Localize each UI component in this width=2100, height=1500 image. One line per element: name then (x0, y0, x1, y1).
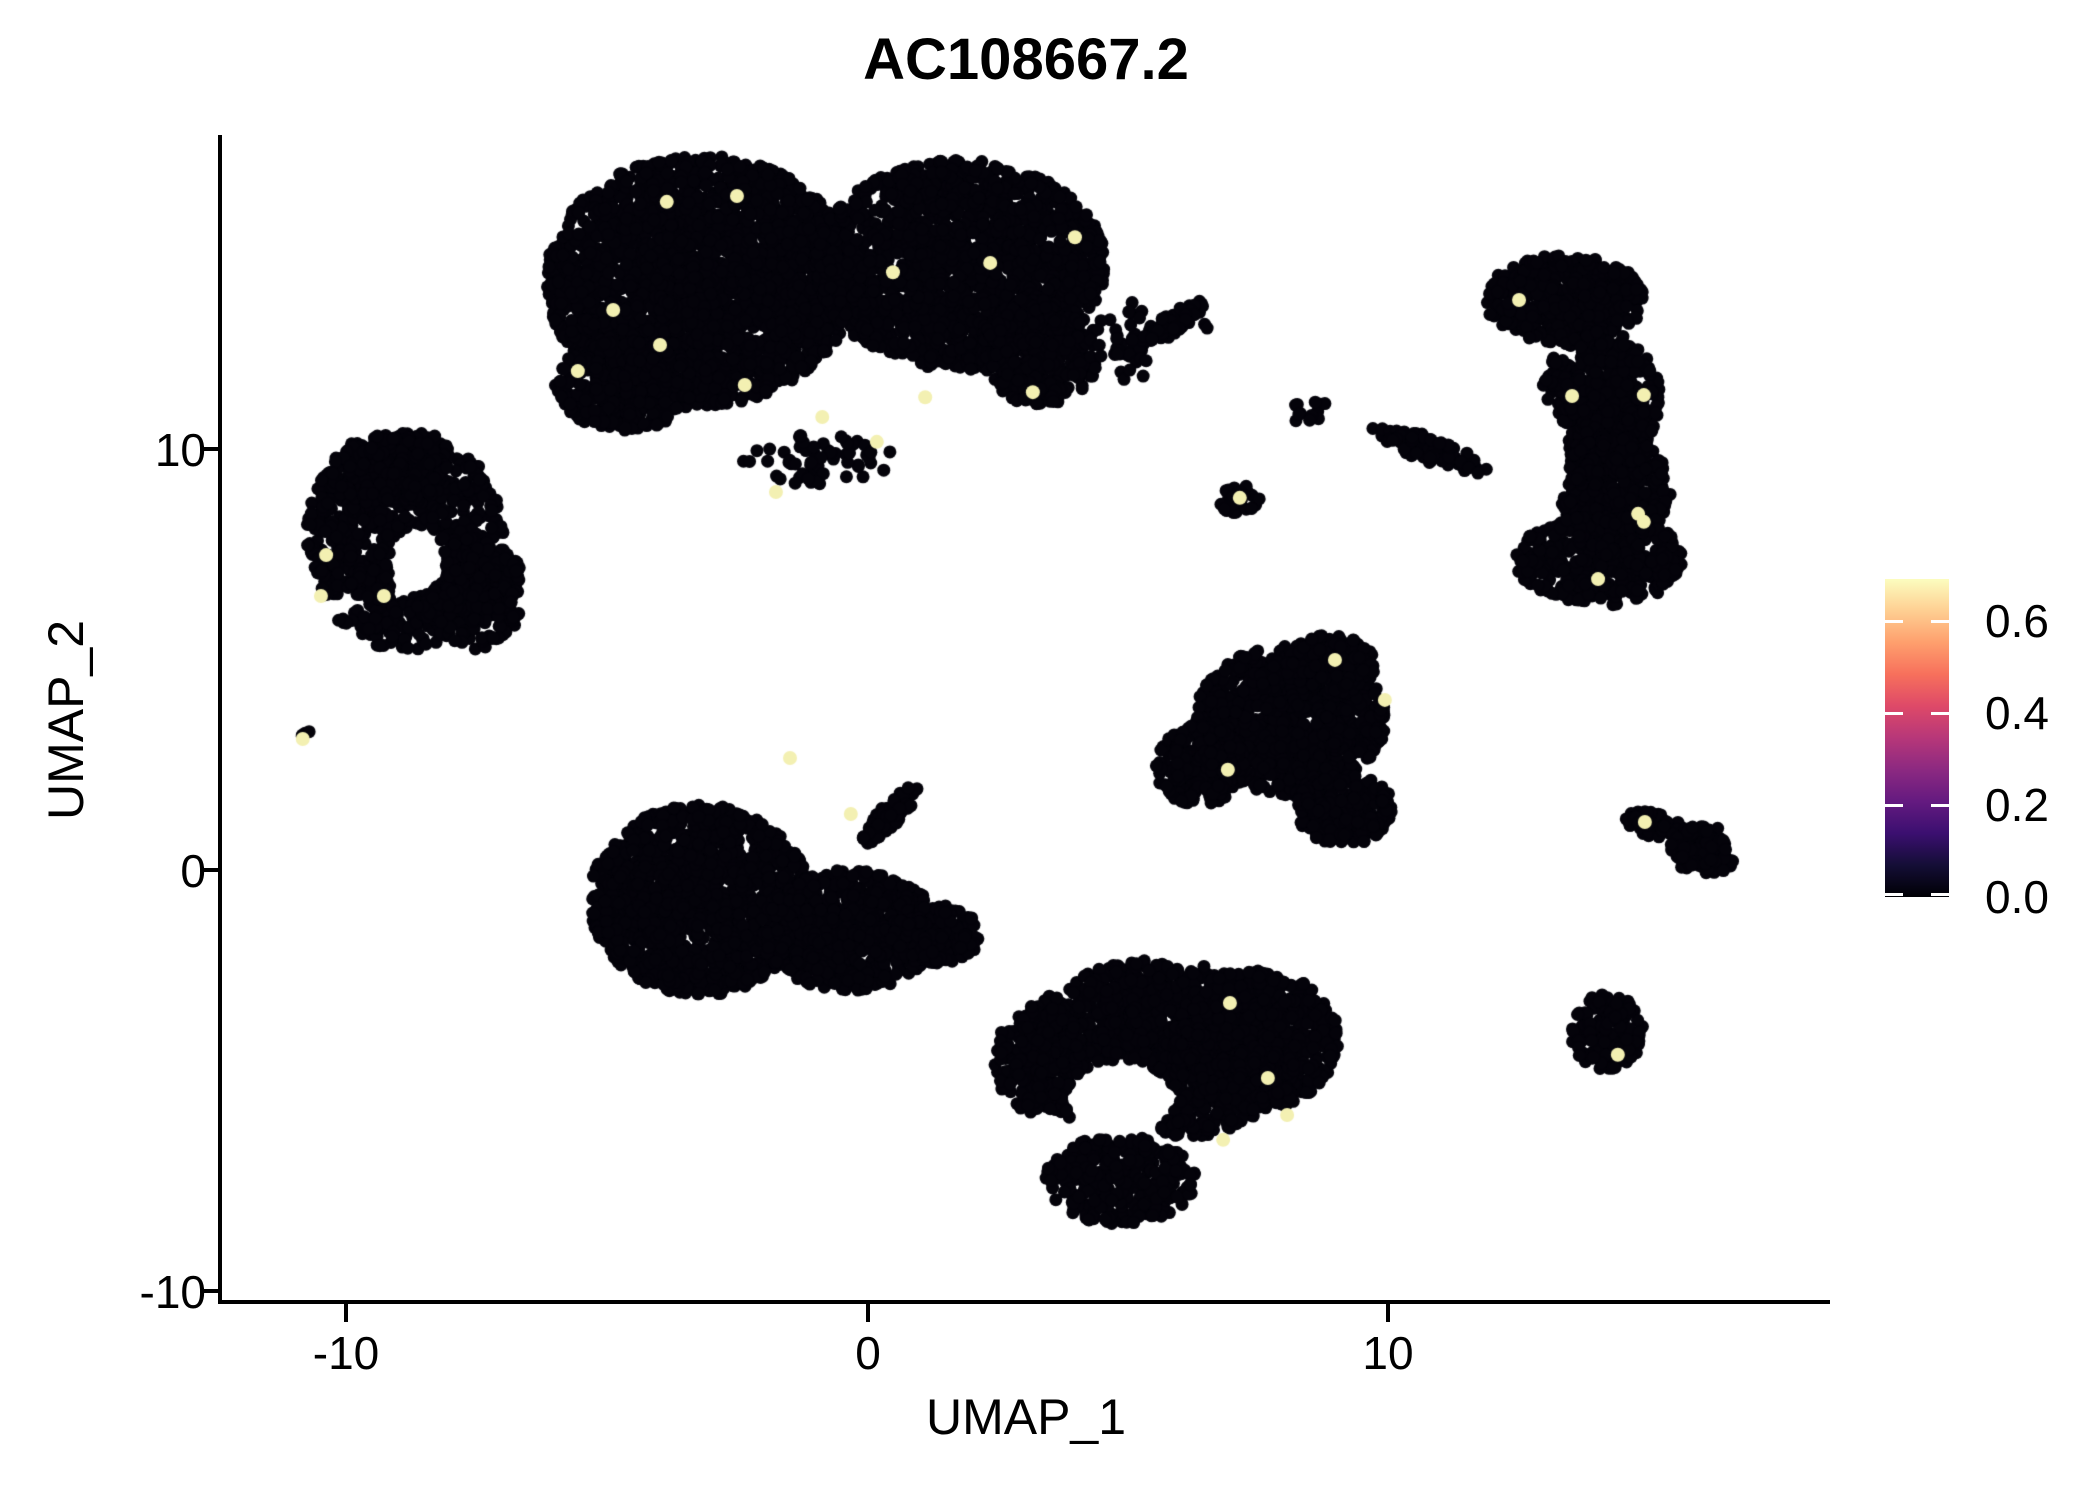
colorbar-tick-left-02 (1885, 804, 1903, 807)
y-tick-mark-neg10 (200, 1289, 218, 1293)
plot-title: AC108667.2 (863, 27, 1189, 92)
y-tick-mark-10 (200, 447, 218, 451)
colorbar-tick-right-06 (1931, 620, 1949, 623)
y-axis-line (218, 135, 222, 1304)
colorbar-gradient (1885, 579, 1949, 897)
y-axis-title: UMAP_2 (38, 619, 94, 821)
x-tick-mark-neg10 (344, 1304, 348, 1322)
colorbar-label-06: 0.6 (1985, 595, 2049, 647)
colorbar-tick-left-00 (1885, 893, 1903, 896)
x-tick-label-0: 0 (855, 1327, 881, 1379)
colorbar-label-04: 0.4 (1985, 687, 2049, 739)
x-tick-mark-0 (866, 1304, 870, 1322)
x-axis-line (218, 1300, 1830, 1304)
y-tick-label-0: 0 (180, 845, 206, 897)
x-tick-mark-10 (1386, 1304, 1390, 1322)
colorbar-tick-left-06 (1885, 620, 1903, 623)
colorbar-label-02: 0.2 (1985, 779, 2049, 831)
y-tick-label-10: 10 (154, 424, 206, 476)
colorbar-tick-right-00 (1931, 893, 1949, 896)
y-tick-mark-0 (200, 868, 218, 872)
x-tick-label-neg10: -10 (312, 1327, 380, 1379)
x-axis-title: UMAP_1 (925, 1389, 1127, 1445)
colorbar-tick-left-04 (1885, 712, 1903, 715)
colorbar-tick-right-04 (1931, 712, 1949, 715)
colorbar-tick-right-02 (1931, 804, 1949, 807)
x-tick-label-10: 10 (1362, 1327, 1414, 1379)
colorbar-label-00: 0.0 (1985, 871, 2049, 923)
y-tick-label-neg10: -10 (139, 1266, 206, 1318)
